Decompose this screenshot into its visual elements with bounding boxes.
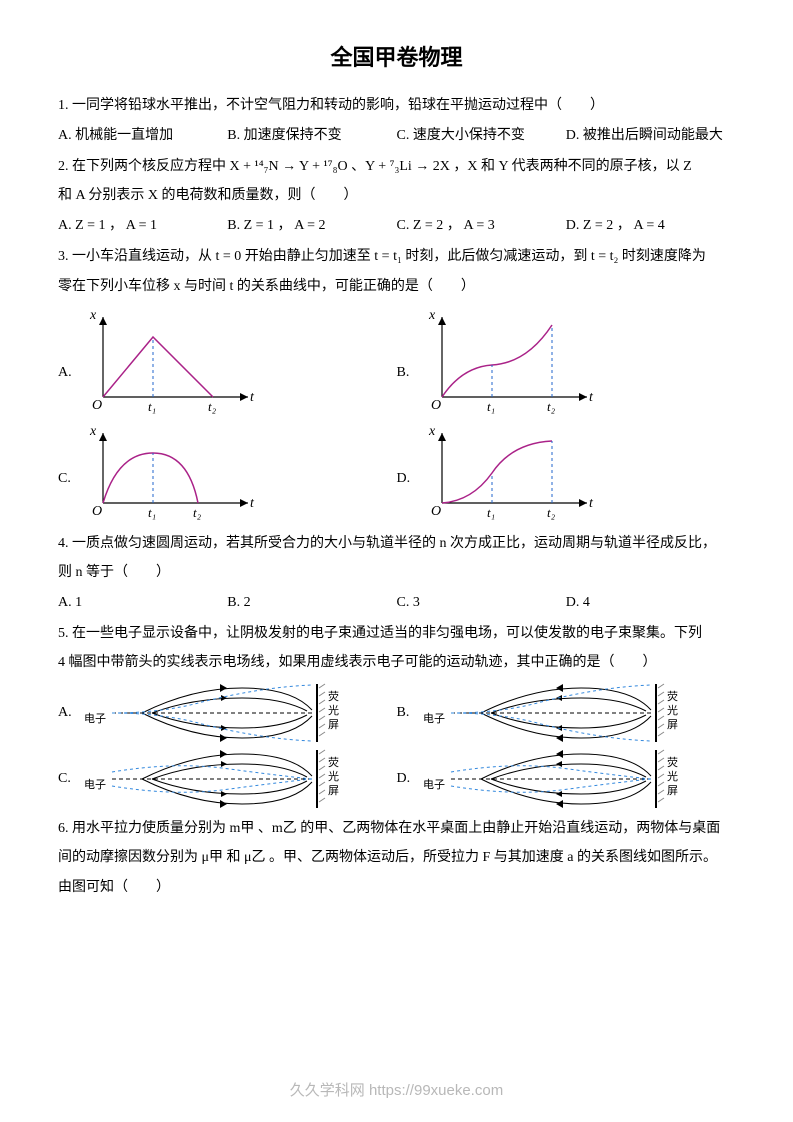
svg-text:光: 光	[667, 769, 678, 783]
q3-graph-a: x t O t₁ t₂	[78, 307, 258, 417]
q3-label-c: C.	[58, 464, 78, 523]
watermark: 久久学科网 https://99xueke.com	[0, 1075, 793, 1107]
question-2: 2. 在下列两个核反应方程中 X + ¹⁴₇N → Y + ¹⁷₈O 、Y + …	[58, 152, 735, 240]
q3-row1: A. x t O t₁ t₂ B.	[58, 307, 735, 417]
q4-line2: 则 n 等于（ ）	[58, 558, 735, 587]
svg-text:电子: 电子	[423, 778, 445, 791]
q2-line1: 2. 在下列两个核反应方程中 X + ¹⁴₇N → Y + ¹⁷₈O 、Y + …	[58, 152, 735, 181]
svg-text:t₁: t₁	[487, 505, 495, 520]
svg-text:t₂: t₂	[547, 399, 556, 414]
svg-text:荧: 荧	[667, 689, 678, 703]
question-6: 6. 用水平拉力使质量分别为 m甲 、m乙 的甲、乙两物体在水平桌面上由静止开始…	[58, 814, 735, 902]
svg-text:O: O	[92, 504, 102, 519]
q3-graph-b: x t O t₁ t₂	[417, 307, 597, 417]
question-1: 1. 一同学将铅球水平推出，不计空气阻力和转动的影响，铅球在平抛运动过程中（ ）…	[58, 91, 735, 150]
svg-text:t₂: t₂	[208, 399, 217, 414]
q1-options: A. 机械能一直增加 B. 加速度保持不变 C. 速度大小保持不变 D. 被推出…	[58, 121, 735, 150]
q1-opt-d: D. 被推出后瞬间动能最大	[566, 121, 735, 150]
q5-label-c: C.	[58, 764, 82, 793]
q1-opt-c: C. 速度大小保持不变	[397, 121, 566, 150]
q3-graph-d: x t O t₁ t₂	[417, 423, 597, 523]
q5-label-b: B.	[397, 698, 421, 727]
svg-text:屏: 屏	[328, 784, 339, 797]
q5-line1: 5. 在一些电子显示设备中，让阴极发射的电子束通过适当的非匀强电场，可以使发散的…	[58, 619, 735, 648]
q2-opt-d: D. Z = 2 ， A = 4	[566, 211, 735, 240]
svg-text:屏: 屏	[667, 718, 678, 731]
question-4: 4. 一质点做匀速圆周运动，若其所受合力的大小与轨道半径的 n 次方成正比，运动…	[58, 529, 735, 617]
svg-text:光: 光	[328, 703, 339, 717]
q3-line2: 零在下列小车位移 x 与时间 t 的关系曲线中，可能正确的是（ ）	[58, 272, 735, 301]
q5-diagram-a: 电子	[82, 682, 342, 744]
svg-text:O: O	[431, 398, 441, 413]
q5-diagram-c: 电子 荧	[82, 748, 342, 810]
q3-label-b: B.	[397, 358, 417, 417]
q6-line2: 间的动摩擦因数分别为 μ甲 和 μ乙 。甲、乙两物体运动后，所受拉力 F 与其加…	[58, 843, 735, 872]
q4-line1: 4. 一质点做匀速圆周运动，若其所受合力的大小与轨道半径的 n 次方成正比，运动…	[58, 529, 735, 558]
svg-text:x: x	[428, 308, 436, 323]
q2-options: A. Z = 1 ， A = 1 B. Z = 1 ， A = 2 C. Z =…	[58, 211, 735, 240]
q2-line2: 和 A 分别表示 X 的电荷数和质量数，则（ ）	[58, 181, 735, 210]
q4-opt-b: B. 2	[227, 588, 396, 617]
svg-text:O: O	[92, 398, 102, 413]
q3-graph-c: x t O t₁ t₂	[78, 423, 258, 523]
q3-row2: C. x t O t₁ t₂ D.	[58, 423, 735, 523]
svg-text:屏: 屏	[328, 718, 339, 731]
svg-text:x: x	[89, 424, 97, 439]
svg-text:电子: 电子	[423, 712, 445, 725]
q4-opt-d: D. 4	[566, 588, 735, 617]
svg-text:电子: 电子	[84, 778, 106, 791]
svg-text:t₁: t₁	[148, 505, 156, 520]
q2-opt-c: C. Z = 2 ， A = 3	[397, 211, 566, 240]
page-title: 全国甲卷物理	[58, 35, 735, 81]
q4-opt-c: C. 3	[397, 588, 566, 617]
question-3: 3. 一小车沿直线运动，从 t = 0 开始由静止匀加速至 t = t₁ 时刻，…	[58, 242, 735, 523]
svg-text:荧: 荧	[667, 755, 678, 769]
q2-opt-b: B. Z = 1 ， A = 2	[227, 211, 396, 240]
question-5: 5. 在一些电子显示设备中，让阴极发射的电子束通过适当的非匀强电场，可以使发散的…	[58, 619, 735, 810]
q5-label-a: A.	[58, 698, 82, 727]
svg-text:t₂: t₂	[193, 505, 202, 520]
svg-text:t₂: t₂	[547, 505, 556, 520]
q4-options: A. 1 B. 2 C. 3 D. 4	[58, 588, 735, 617]
q3-line1: 3. 一小车沿直线运动，从 t = 0 开始由静止匀加速至 t = t₁ 时刻，…	[58, 242, 735, 271]
svg-text:x: x	[89, 308, 97, 323]
svg-text:t₁: t₁	[148, 399, 156, 414]
q1-opt-a: A. 机械能一直增加	[58, 121, 227, 150]
q6-line1: 6. 用水平拉力使质量分别为 m甲 、m乙 的甲、乙两物体在水平桌面上由静止开始…	[58, 814, 735, 843]
q3-label-a: A.	[58, 358, 78, 417]
q5-row2: C. 电子	[58, 748, 735, 810]
q1-opt-b: B. 加速度保持不变	[227, 121, 396, 150]
q3-label-d: D.	[397, 464, 417, 523]
q6-line3: 由图可知（ ）	[58, 873, 735, 902]
q4-opt-a: A. 1	[58, 588, 227, 617]
svg-text:t: t	[589, 496, 594, 511]
svg-text:t: t	[250, 390, 255, 405]
q5-row1: A. 电子	[58, 682, 735, 744]
svg-text:光: 光	[667, 703, 678, 717]
q2-opt-a: A. Z = 1 ， A = 1	[58, 211, 227, 240]
svg-text:O: O	[431, 504, 441, 519]
q5-diagram-d: 电子 荧	[421, 748, 681, 810]
q5-diagram-b: 电子 荧	[421, 682, 681, 744]
svg-text:t: t	[250, 496, 255, 511]
q5-label-d: D.	[397, 764, 421, 793]
svg-text:电子: 电子	[84, 712, 106, 725]
q1-text: 1. 一同学将铅球水平推出，不计空气阻力和转动的影响，铅球在平抛运动过程中（ ）	[58, 91, 735, 120]
svg-text:t₁: t₁	[487, 399, 495, 414]
svg-text:x: x	[428, 424, 436, 439]
svg-text:荧: 荧	[328, 755, 339, 769]
svg-text:t: t	[589, 390, 594, 405]
svg-text:屏: 屏	[667, 784, 678, 797]
svg-text:光: 光	[328, 769, 339, 783]
q5-line2: 4 幅图中带箭头的实线表示电场线，如果用虚线表示电子可能的运动轨迹，其中正确的是…	[58, 648, 735, 677]
svg-text:荧: 荧	[328, 689, 339, 703]
